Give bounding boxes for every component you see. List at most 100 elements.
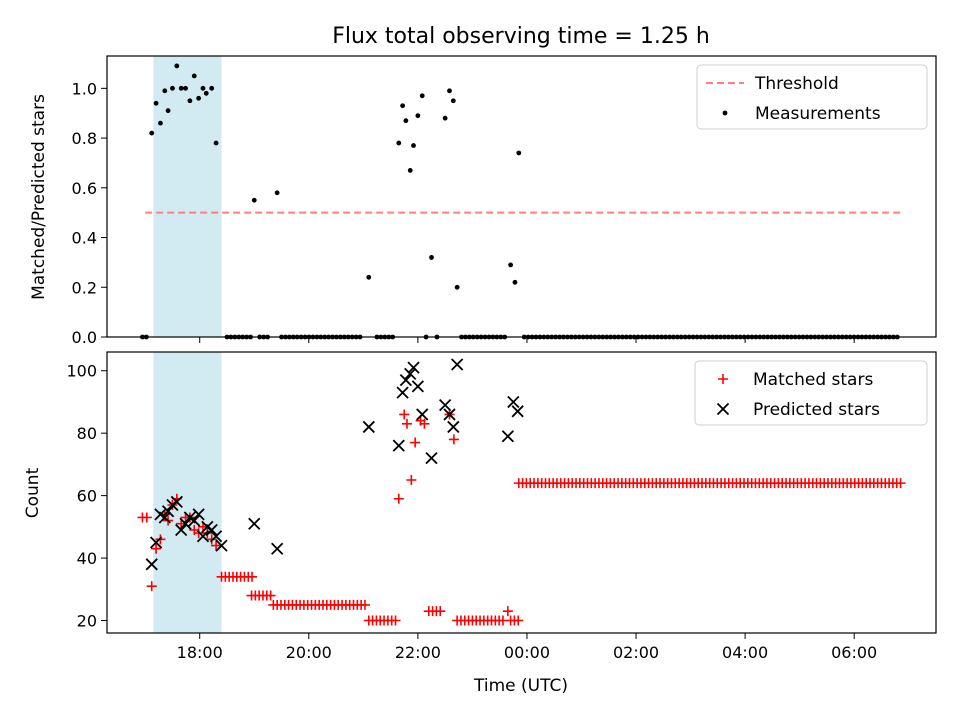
y-tick-label: 100 [66,362,97,381]
legend-label: Predicted stars [753,400,880,420]
measurement-point [183,85,188,91]
measurement-point [403,118,409,124]
measurement-point [407,167,413,173]
matched-star-point [502,606,513,617]
measurement-point [203,90,209,96]
legend-box [694,360,928,426]
plot-frame [106,351,937,634]
predicted-star-point [404,367,417,380]
matched-star-point [410,437,421,448]
measurement-point [162,88,168,94]
predicted-star-point [271,542,284,555]
predicted-star-point [145,558,158,571]
measurement-point [213,140,219,146]
x-tick-label: 00:00 [504,643,550,662]
predicted-star-point [209,530,223,543]
y-tick-label: 1.0 [72,79,97,98]
predicted-star-point [149,536,163,549]
y-tick-label: 60 [77,487,97,506]
legend: Matched stars Predicted stars [694,360,928,426]
predicted-star-point [192,508,205,521]
x-tick-label: 20:00 [286,643,332,662]
measurement-point [158,120,163,126]
matched-star-point [399,409,410,420]
measurement-point [251,197,257,203]
chart-title: Flux total observing time = 1.25 h [332,24,710,49]
matched-star-point [419,418,430,429]
predicted-star-point [511,405,524,418]
predicted-star-point [188,514,201,527]
measurement-point [191,73,197,79]
predicted-star-point [439,398,452,412]
matched-star-point [406,475,417,486]
predicted-star-point [158,511,171,524]
matched-star-point [895,478,906,489]
predicted-star-point [447,420,460,434]
matched-star-point [435,606,446,617]
predicted-star-point [399,373,413,387]
measurement-point [274,190,280,196]
predicted-star-point [179,517,192,530]
x-tick-label: 02:00 [613,643,659,662]
legend-box [696,64,928,130]
predicted-star-point [175,523,188,537]
y-tick-label: 0.4 [72,229,97,248]
measurement-point [187,98,193,104]
measurement-point [429,255,434,260]
measurement-point [454,284,460,290]
measurement-point [400,103,406,109]
predicted-star-point [248,517,261,530]
x-tick-label: 18:00 [177,643,223,662]
matched-star-point [265,590,276,601]
y-tick-label: 40 [77,549,97,568]
observing-window-span [153,352,222,633]
matched-star-point [211,540,222,551]
predicted-star-point [170,495,183,509]
y-tick-label: 0.2 [72,278,97,297]
predicted-star-point [411,380,425,393]
predicted-star-point [425,452,438,465]
legend-predicted-handle [716,402,730,416]
measurement-point [153,100,159,106]
matched-star-point [359,599,370,610]
y-tick-label: 0.0 [72,328,97,347]
matched-star-point [448,434,459,445]
measurement-point [196,95,202,101]
legend-label: Measurements [755,104,881,124]
legend-label: Matched stars [753,370,873,390]
matched-star-point [146,581,157,592]
measurement-point [419,93,425,99]
measurement-point [178,85,184,91]
y-tick-label: 0.6 [72,179,97,198]
top-y-axis-label: Matched/Predicted stars [29,94,49,300]
matched-star-point [390,615,401,626]
predicted-star-point [362,420,375,434]
measurement-point [442,115,448,121]
predicted-star-point [392,439,405,452]
count-panel: 20 40 60 80 100 18:00 20:00 22:00 00:00 02:00 04:0… [66,351,937,662]
x-tick-label: 06:00 [831,643,877,662]
measurement-point [512,279,518,285]
measurement-point [149,130,155,136]
measurement-point [447,88,452,94]
measurement-point [174,63,180,69]
predicted-star-point [407,361,420,374]
measurement-point [200,85,206,91]
measurement-point [508,262,513,268]
predicted-star-point [443,408,456,421]
measurement-point [411,143,416,148]
measurement-point [450,98,456,104]
measurement-point [415,113,421,119]
measurement-point [170,85,175,91]
measurement-point [396,140,402,146]
y-tick-label: 80 [77,424,97,443]
matched-star-point [513,615,524,626]
observing-window-span [153,56,222,337]
matched-star-point [141,512,152,523]
y-tick-label: 20 [77,612,97,631]
predicted-star-point [507,395,520,409]
y-tick-label: 0.8 [72,129,97,148]
predicted-star-point [396,386,409,399]
measurement-point [165,108,171,114]
